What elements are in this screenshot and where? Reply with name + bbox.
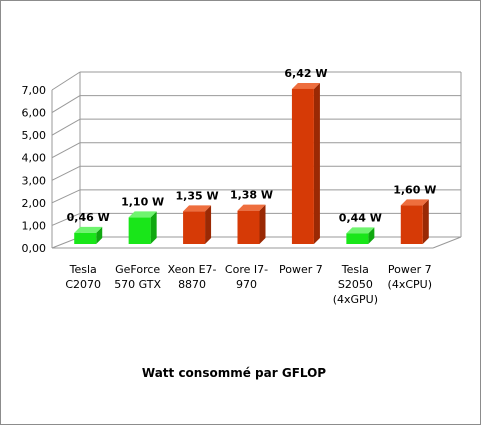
gridline-side: [51, 212, 81, 226]
y-tick-label: 7,00: [22, 84, 47, 97]
x-tick-label: Core I7-970: [225, 263, 268, 291]
x-tick-label: Power 7 (4xCPU): [388, 263, 432, 291]
bar-front: [183, 211, 206, 244]
data-label: 1,38 W: [230, 189, 273, 202]
bar: [346, 227, 375, 244]
y-tick-label: 5,00: [22, 129, 47, 142]
gridline-side: [51, 95, 81, 113]
bar-side: [150, 211, 157, 244]
bar-front: [291, 88, 314, 244]
axis-edge: [432, 236, 462, 249]
bar-top: [128, 211, 157, 218]
bar-side: [368, 227, 375, 244]
bars: [74, 82, 429, 244]
bar-top: [237, 204, 266, 211]
y-tick-label: 0,00: [22, 242, 47, 255]
y-tick-label: 6,00: [22, 107, 47, 120]
gridline-side: [51, 142, 81, 159]
data-label: 0,46 W: [67, 211, 110, 224]
bar-top: [400, 199, 429, 206]
bar-side: [205, 205, 212, 244]
gridline-side: [51, 165, 81, 181]
data-label: 0,44 W: [339, 211, 382, 224]
bar: [291, 82, 320, 244]
data-label: 1,10 W: [121, 195, 164, 208]
x-tick-label: Xeon E7-8870: [168, 263, 217, 291]
bar-front: [400, 205, 423, 244]
bar-side: [313, 82, 320, 244]
bar-side: [422, 199, 429, 244]
bar: [400, 199, 429, 244]
y-tick-label: 1,00: [22, 219, 47, 232]
data-label: 1,35 W: [176, 189, 219, 202]
bar-side: [96, 226, 103, 244]
x-tick-label: Tesla S2050 (4xGPU): [333, 263, 378, 306]
gridline-side: [51, 71, 81, 91]
bar-top: [183, 205, 212, 212]
y-tick-label: 3,00: [22, 174, 47, 187]
bar-front: [346, 233, 369, 244]
bar-front: [74, 232, 97, 244]
data-label: 6,42 W: [284, 67, 327, 80]
bar-side: [259, 204, 266, 244]
data-label: 1,60 W: [393, 183, 436, 196]
x-tick-label: Tesla C2070: [65, 263, 101, 291]
y-axis: 0,00 1,00 2,00 3,00 4,00 5,00 6,00 7,00: [22, 84, 47, 255]
bar: [183, 205, 212, 244]
data-labels: 0,46 W 1,10 W 1,35 W 1,38 W 6,42 W 0,44 W 1,60…: [67, 67, 437, 224]
bar-front: [128, 217, 151, 244]
x-tick-label: GeForce 570 GTX: [114, 263, 161, 291]
bar-front: [237, 210, 260, 244]
bar: [237, 204, 266, 244]
bar: [128, 211, 157, 244]
gridlines: [51, 71, 462, 249]
y-tick-label: 2,00: [22, 197, 47, 210]
bar-top: [74, 226, 103, 233]
bar-top: [346, 227, 375, 234]
gridline-side: [51, 189, 81, 204]
bar: [74, 226, 103, 244]
bar-top: [291, 82, 320, 89]
gridline-side: [51, 118, 81, 136]
chart-title: Watt consommé par GFLOP: [142, 366, 326, 380]
x-tick-label: Power 7: [279, 263, 323, 276]
y-tick-label: 4,00: [22, 152, 47, 165]
